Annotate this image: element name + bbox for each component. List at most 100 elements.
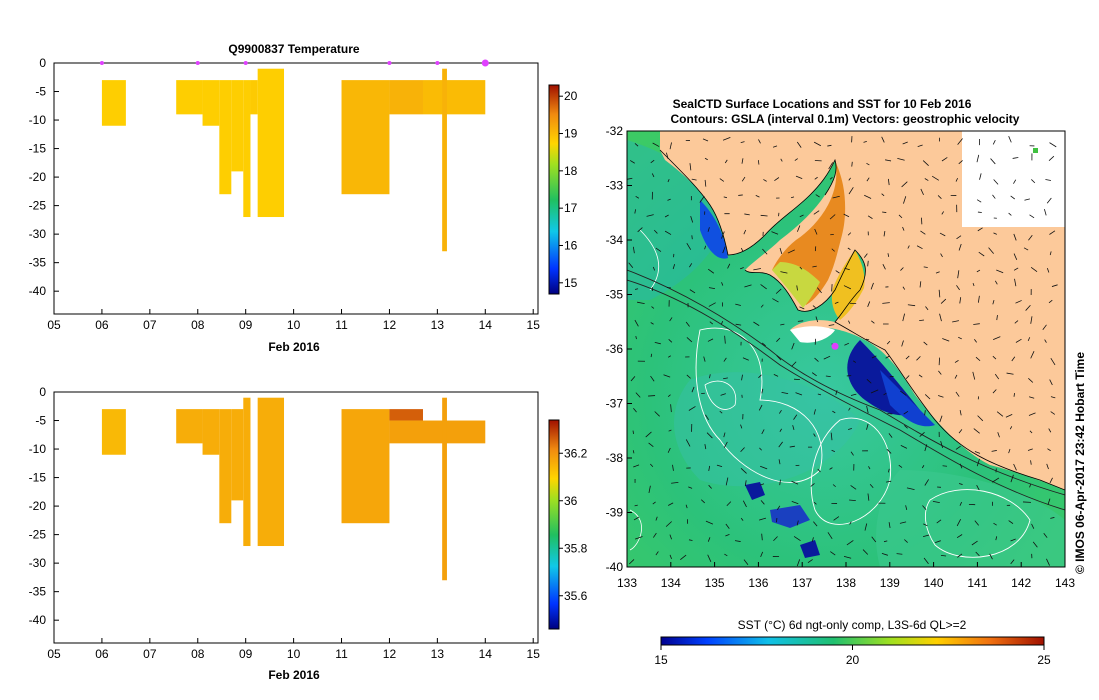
velocity-vector (723, 196, 727, 199)
velocity-vector (812, 305, 816, 308)
velocity-vector (807, 559, 813, 563)
velocity-vector (707, 268, 715, 274)
velocity-vector (868, 466, 871, 470)
velocity-vector (990, 158, 996, 165)
velocity-vector (1029, 214, 1035, 219)
map-title: SealCTD Surface Locations and SST for 10… (673, 97, 972, 111)
profile-cell (101, 409, 126, 455)
x-tick-label: 05 (47, 647, 61, 661)
velocity-vector (917, 144, 923, 147)
velocity-vector (975, 356, 981, 362)
velocity-vector (667, 447, 671, 453)
velocity-vector (669, 142, 672, 150)
velocity-vector (972, 282, 975, 287)
profile-marker[interactable] (195, 61, 200, 65)
colorbar-tick-label: 18 (564, 164, 578, 178)
velocity-vector (867, 301, 871, 307)
velocity-vector (1013, 267, 1019, 271)
velocity-vector (1008, 520, 1014, 524)
velocity-vector (900, 390, 907, 396)
bathymetry-contour (627, 269, 1065, 496)
velocity-vector (778, 441, 783, 448)
velocity-vector (652, 266, 656, 271)
velocity-vector (667, 355, 671, 358)
x-tick-label: 15 (527, 647, 541, 661)
velocity-vector (924, 479, 929, 486)
velocity-vector (760, 465, 768, 470)
velocity-vector (669, 534, 672, 540)
velocity-vector (844, 267, 850, 271)
profile-marker[interactable] (481, 59, 489, 67)
velocity-vector (719, 178, 725, 182)
velocity-vector (753, 321, 760, 326)
cool-shelf-region (627, 140, 730, 300)
velocity-vector (744, 213, 750, 216)
y-tick-label: -25 (29, 528, 47, 542)
spencer-gulf-mouth (772, 262, 820, 308)
temperature-colorbar (548, 84, 560, 295)
velocity-vector (811, 372, 817, 377)
cold-spot (745, 482, 765, 500)
velocity-vector (690, 216, 694, 223)
y-tick-label: -5 (35, 414, 46, 428)
velocity-vector (924, 444, 928, 452)
velocity-vector (699, 195, 705, 203)
velocity-vector (1031, 179, 1036, 184)
velocity-vector (705, 414, 709, 421)
velocity-vector (843, 213, 850, 218)
velocity-vector (635, 335, 637, 340)
velocity-vector (634, 143, 639, 147)
velocity-vector (635, 195, 640, 199)
velocity-vector (1013, 392, 1015, 397)
velocity-vector (886, 448, 892, 454)
profile-marker[interactable] (435, 61, 440, 65)
profile-marker[interactable] (387, 61, 392, 65)
velocity-vector (1027, 337, 1031, 342)
profile-marker[interactable] (243, 61, 248, 65)
velocity-vector (667, 198, 671, 201)
velocity-vector (734, 540, 741, 542)
sst-colorbar (660, 636, 1045, 646)
lat-tick-label: -35 (606, 288, 624, 302)
velocity-vector (1010, 474, 1014, 483)
velocity-vector (828, 324, 835, 326)
velocity-vector (882, 302, 890, 304)
velocity-vector (1049, 251, 1052, 256)
lon-tick-label: 134 (661, 576, 681, 590)
velocity-vector (832, 195, 840, 199)
velocity-vector (704, 157, 708, 161)
velocity-vector (628, 262, 634, 269)
velocity-vector (648, 485, 651, 494)
gsla-contour (639, 229, 659, 291)
velocity-vector (780, 323, 785, 326)
x-tick-label: 06 (95, 647, 109, 661)
velocity-vector (633, 407, 637, 413)
velocity-vector (867, 493, 870, 501)
lon-tick-label: 142 (1011, 576, 1031, 590)
velocity-vector (829, 177, 833, 180)
velocity-vector (830, 432, 833, 441)
temperature-axes: 05 06 07 08 09 10 11 12 13 14 15 0 -5 -10 -15 -20 -25 -30… (29, 56, 541, 332)
y-tick-label: -10 (29, 442, 47, 456)
velocity-vector (830, 551, 836, 556)
x-tick-label: 09 (239, 318, 253, 332)
profile-cell (422, 80, 486, 115)
profile-marker[interactable] (99, 61, 104, 65)
velocity-vector (653, 229, 658, 234)
velocity-vector (813, 433, 816, 437)
velocity-vector (959, 297, 962, 304)
velocity-vector (899, 521, 907, 524)
velocity-vector (664, 214, 669, 218)
velocity-vector (812, 265, 817, 268)
velocity-vector (896, 553, 903, 555)
velocity-vector (887, 253, 890, 257)
velocity-vector (938, 395, 944, 398)
temperature-title: Q9900837 Temperature (228, 42, 360, 56)
y-tick-label: -20 (29, 499, 47, 513)
velocity-vector (923, 557, 929, 565)
surface-location-marker[interactable] (831, 342, 839, 350)
velocity-vector (790, 196, 795, 199)
velocity-vector (887, 178, 890, 186)
bathymetry-contour (627, 279, 1065, 511)
